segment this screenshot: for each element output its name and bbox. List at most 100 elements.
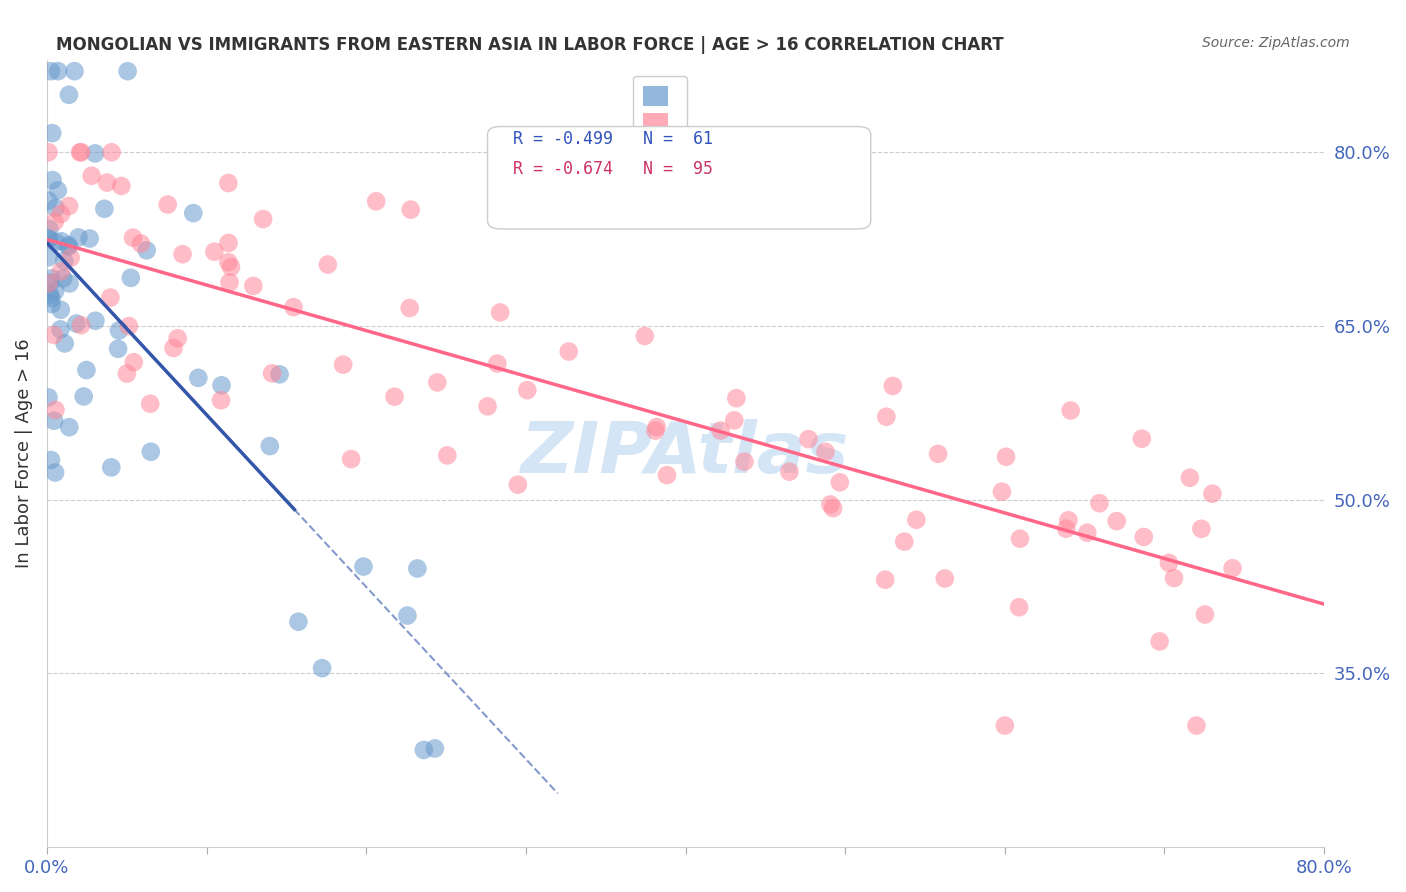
Immigrants from Eastern Asia <box>162 341 184 355</box>
Immigrants from Eastern Asia <box>242 279 264 293</box>
Immigrants from Eastern Asia <box>778 465 800 479</box>
Immigrants from Eastern Asia <box>1222 561 1244 575</box>
Text: Source: ZipAtlas.com: Source: ZipAtlas.com <box>1202 36 1350 50</box>
Mongolians <box>58 239 80 253</box>
Immigrants from Eastern Asia <box>384 390 406 404</box>
Immigrants from Eastern Asia <box>645 420 668 434</box>
Immigrants from Eastern Asia <box>436 449 458 463</box>
Immigrants from Eastern Asia <box>882 379 904 393</box>
Immigrants from Eastern Asia <box>1157 556 1180 570</box>
Immigrants from Eastern Asia <box>797 432 820 446</box>
Mongolians <box>93 202 115 216</box>
Immigrants from Eastern Asia <box>399 202 422 217</box>
Mongolians <box>53 253 76 268</box>
FancyBboxPatch shape <box>488 127 870 229</box>
Immigrants from Eastern Asia <box>1189 522 1212 536</box>
Mongolians <box>37 231 59 245</box>
Immigrants from Eastern Asia <box>516 383 538 397</box>
Mongolians <box>107 342 129 356</box>
Mongolians <box>41 126 63 140</box>
Mongolians <box>75 363 97 377</box>
Immigrants from Eastern Asia <box>252 212 274 227</box>
Immigrants from Eastern Asia <box>489 305 512 319</box>
Immigrants from Eastern Asia <box>100 291 122 305</box>
Text: ZIPAtlas: ZIPAtlas <box>522 419 849 488</box>
Immigrants from Eastern Asia <box>733 455 755 469</box>
Immigrants from Eastern Asia <box>129 236 152 251</box>
Immigrants from Eastern Asia <box>49 207 72 221</box>
Immigrants from Eastern Asia <box>1178 471 1201 485</box>
Immigrants from Eastern Asia <box>100 145 122 160</box>
Mongolians <box>181 206 204 220</box>
Immigrants from Eastern Asia <box>1008 600 1031 615</box>
Mongolians <box>311 661 333 675</box>
Immigrants from Eastern Asia <box>218 276 240 290</box>
Immigrants from Eastern Asia <box>506 477 529 491</box>
Immigrants from Eastern Asia <box>995 450 1018 464</box>
Immigrants from Eastern Asia <box>823 501 845 516</box>
Mongolians <box>38 222 60 236</box>
Immigrants from Eastern Asia <box>80 169 103 183</box>
Immigrants from Eastern Asia <box>122 230 145 244</box>
Immigrants from Eastern Asia <box>655 468 678 483</box>
Mongolians <box>46 64 69 78</box>
Mongolians <box>39 288 62 302</box>
Mongolians <box>269 368 291 382</box>
Immigrants from Eastern Asia <box>37 145 59 160</box>
Immigrants from Eastern Asia <box>340 452 363 467</box>
Mongolians <box>46 183 69 197</box>
Mongolians <box>63 64 86 78</box>
Text: R = -0.674   N =  95: R = -0.674 N = 95 <box>513 160 713 178</box>
Immigrants from Eastern Asia <box>875 409 897 424</box>
Mongolians <box>120 270 142 285</box>
Mongolians <box>79 231 101 245</box>
Immigrants from Eastern Asia <box>1130 432 1153 446</box>
Immigrants from Eastern Asia <box>1149 634 1171 648</box>
Immigrants from Eastern Asia <box>156 197 179 211</box>
Mongolians <box>58 277 80 291</box>
Mongolians <box>73 389 96 403</box>
Mongolians <box>211 378 233 392</box>
Mongolians <box>53 336 76 351</box>
Mongolians <box>117 64 139 78</box>
Immigrants from Eastern Asia <box>1194 607 1216 622</box>
Mongolians <box>139 444 162 458</box>
Mongolians <box>37 232 59 246</box>
Immigrants from Eastern Asia <box>486 357 509 371</box>
Mongolians <box>44 284 66 298</box>
Mongolians <box>108 323 131 337</box>
Immigrants from Eastern Asia <box>828 475 851 490</box>
Immigrants from Eastern Asia <box>558 344 581 359</box>
Mongolians <box>259 439 281 453</box>
Mongolians <box>49 302 72 317</box>
Mongolians <box>45 235 67 250</box>
Mongolians <box>58 420 80 434</box>
Mongolians <box>49 322 72 336</box>
Mongolians <box>353 559 375 574</box>
Immigrants from Eastern Asia <box>1105 514 1128 528</box>
Text: MONGOLIAN VS IMMIGRANTS FROM EASTERN ASIA IN LABOR FORCE | AGE > 16 CORRELATION : MONGOLIAN VS IMMIGRANTS FROM EASTERN ASI… <box>56 36 1004 54</box>
Immigrants from Eastern Asia <box>1076 525 1098 540</box>
Immigrants from Eastern Asia <box>202 244 225 259</box>
Immigrants from Eastern Asia <box>927 447 949 461</box>
Immigrants from Eastern Asia <box>1132 530 1154 544</box>
Immigrants from Eastern Asia <box>1163 571 1185 585</box>
Mongolians <box>41 173 63 187</box>
Mongolians <box>45 201 67 215</box>
Mongolians <box>42 414 65 428</box>
Immigrants from Eastern Asia <box>477 399 499 413</box>
Immigrants from Eastern Asia <box>814 445 837 459</box>
Mongolians <box>58 238 80 252</box>
Mongolians <box>37 194 59 208</box>
Legend: , : , <box>633 76 686 143</box>
Immigrants from Eastern Asia <box>994 718 1017 732</box>
Mongolians <box>65 317 87 331</box>
Immigrants from Eastern Asia <box>209 393 232 408</box>
Immigrants from Eastern Asia <box>1088 496 1111 510</box>
Mongolians <box>41 291 63 305</box>
Mongolians <box>51 234 73 248</box>
Mongolians <box>396 608 419 623</box>
Immigrants from Eastern Asia <box>1054 522 1077 536</box>
Immigrants from Eastern Asia <box>875 573 897 587</box>
Immigrants from Eastern Asia <box>1059 403 1081 417</box>
